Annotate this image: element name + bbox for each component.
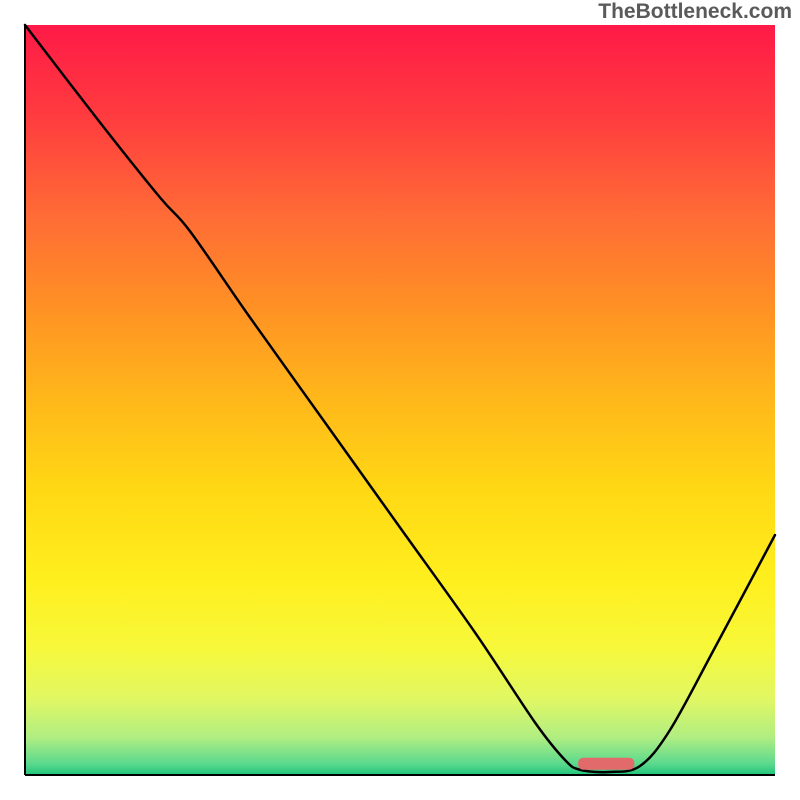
watermark-text: TheBottleneck.com bbox=[598, 0, 792, 24]
bottleneck-chart bbox=[0, 0, 800, 800]
chart-container: TheBottleneck.com bbox=[0, 0, 800, 800]
optimal-range-marker bbox=[578, 758, 634, 770]
chart-background bbox=[25, 25, 775, 775]
